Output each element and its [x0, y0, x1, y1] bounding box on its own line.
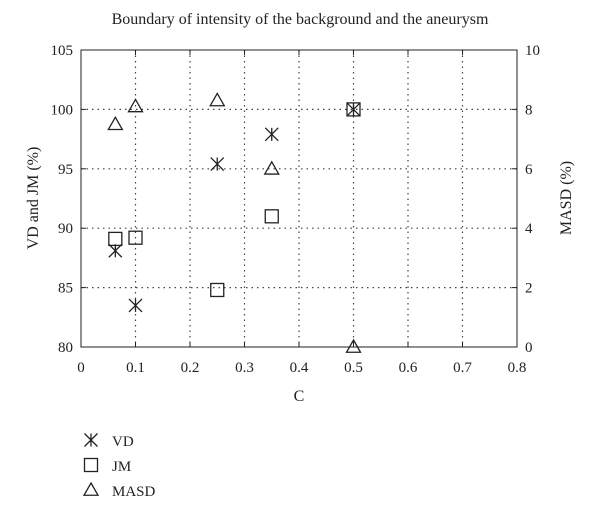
x-axis-label: C	[294, 388, 305, 405]
x-tick-label: 0.5	[344, 360, 363, 376]
x-tick-label: 0	[77, 360, 85, 376]
vd-point	[108, 243, 123, 258]
legend-item-masd: MASD	[82, 481, 156, 500]
y2-tick-label: 2	[525, 281, 533, 297]
y-tick-label: 80	[58, 340, 73, 356]
x-tick-label: 0.2	[181, 360, 200, 376]
y-tick-label: 90	[58, 221, 73, 237]
x-tick-label: 0.3	[235, 360, 254, 376]
axis-ticks: 0 0.1 0.2 0.3 0.4 0.5 0.6 0.7 0.8 80 85 90 95 100 105 0…	[51, 43, 541, 376]
legend: VD JM MASD	[82, 433, 156, 500]
legend-label-jm: JM	[112, 459, 131, 475]
x-tick-label: 0.1	[126, 360, 145, 376]
y2-tick-label: 4	[525, 221, 533, 237]
legend-marker-masd	[82, 481, 100, 496]
y-tick-label: 95	[58, 162, 73, 178]
jm-point	[264, 209, 279, 224]
vd-point	[346, 102, 361, 117]
legend-item-jm: JM	[83, 457, 131, 475]
x-tick-label: 0.4	[290, 360, 309, 376]
jm-point	[346, 102, 361, 117]
masd-point	[209, 92, 226, 107]
y2-axis-label: MASD (%)	[558, 161, 575, 235]
jm-point	[210, 282, 225, 298]
y2-tick-label: 10	[525, 43, 540, 59]
grid-lines	[81, 50, 517, 347]
y-tick-label: 105	[51, 43, 74, 59]
vd-point	[264, 127, 279, 142]
y-tick-label: 85	[58, 281, 73, 297]
chart-title: Boundary of intensity of the background …	[112, 11, 489, 28]
y2-tick-label: 8	[525, 102, 533, 118]
masd-point	[345, 338, 362, 353]
data-points	[107, 92, 362, 353]
legend-label-masd: MASD	[112, 484, 156, 500]
legend-marker-jm	[83, 457, 99, 473]
vd-point	[210, 157, 225, 172]
x-tick-label: 0.8	[508, 360, 527, 376]
masd-point	[263, 160, 280, 175]
y2-tick-label: 6	[525, 162, 533, 178]
y-axis-label: VD and JM (%)	[25, 147, 42, 250]
x-tick-label: 0.6	[399, 360, 418, 376]
y2-tick-label: 0	[525, 340, 533, 356]
jm-point	[128, 230, 143, 245]
legend-item-vd: VD	[84, 433, 134, 450]
x-tick-label: 0.7	[453, 360, 472, 376]
y-tick-label: 100	[51, 102, 74, 118]
legend-marker-vd	[84, 433, 98, 447]
legend-label-vd: VD	[112, 434, 134, 450]
masd-point	[107, 115, 124, 131]
masd-point	[127, 98, 144, 113]
vd-point	[128, 298, 143, 313]
jm-point	[108, 231, 123, 247]
